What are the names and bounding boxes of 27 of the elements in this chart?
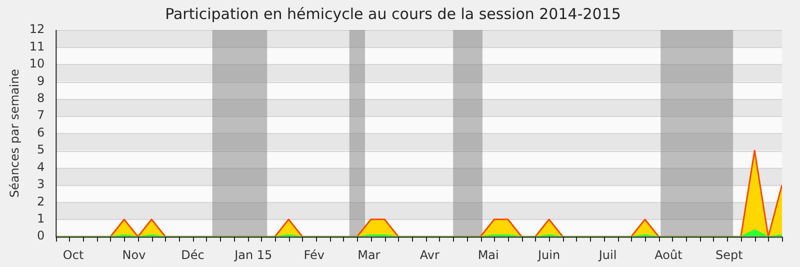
x-tick-label: Déc <box>181 248 204 262</box>
y-tick-label: 8 <box>37 90 45 105</box>
y-tick-label: 6 <box>37 125 45 140</box>
y-tick-label: 0 <box>37 228 45 243</box>
x-tick-label: Mai <box>478 248 499 262</box>
x-tick-label: Juin <box>536 248 560 262</box>
x-tick-label: Nov <box>122 248 146 262</box>
y-tick-label: 10 <box>29 56 45 71</box>
x-tick-label: Août <box>654 248 683 262</box>
chart-title: Participation en hémicycle au cours de la session 2014-2015 <box>165 4 621 23</box>
x-tick-label: Jan 15 <box>234 248 272 262</box>
x-tick-label: Mar <box>358 248 380 262</box>
y-tick-label: 9 <box>37 74 45 88</box>
x-tick-label: Fév <box>304 248 324 262</box>
y-tick-label: 7 <box>37 108 45 122</box>
y-axis-title: Séances par semaine <box>7 68 22 198</box>
x-tick-label: Sept <box>715 248 744 262</box>
y-tick-label: 3 <box>37 177 45 192</box>
y-tick-label: 1 <box>37 212 45 226</box>
x-tick-label: Oct <box>62 248 84 262</box>
x-tick-label: Juil <box>598 248 617 262</box>
y-tick-label: 4 <box>37 160 45 174</box>
x-tick-label: Avr <box>420 248 440 262</box>
y-tick-label: 2 <box>37 194 45 208</box>
y-tick-label: 11 <box>29 39 45 54</box>
y-tick-label: 5 <box>37 142 45 157</box>
y-tick-label: 12 <box>29 22 45 36</box>
